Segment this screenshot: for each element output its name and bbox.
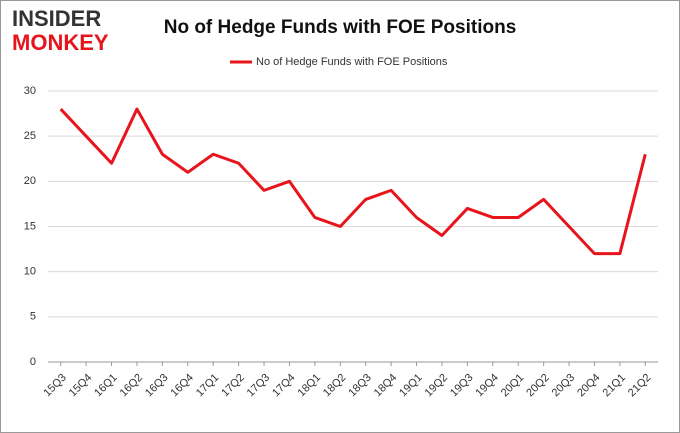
legend-label: No of Hedge Funds with FOE Positions — [256, 56, 448, 68]
line — [59, 107, 647, 256]
logo-top: INSIDER — [12, 6, 101, 31]
y-tick-label: 30 — [24, 85, 36, 97]
chart-title: No of Hedge Funds with FOE Positions — [164, 17, 517, 38]
logo-bottom: MONKEY — [12, 30, 109, 55]
y-tick-label: 15 — [24, 220, 36, 232]
y-tick-label: 5 — [30, 311, 36, 323]
y-tick-label: 25 — [24, 130, 36, 142]
y-tick-label: 10 — [24, 266, 36, 278]
y-tick-label: 20 — [24, 175, 36, 187]
y-tick-label: 0 — [30, 356, 36, 368]
